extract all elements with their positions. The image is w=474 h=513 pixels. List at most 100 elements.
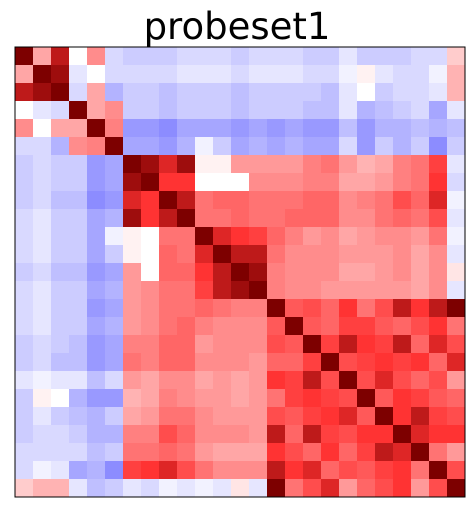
heatmap-cell bbox=[177, 371, 196, 390]
heatmap-cell bbox=[249, 119, 268, 138]
heatmap-cell bbox=[321, 209, 340, 228]
heatmap-cell bbox=[321, 353, 340, 372]
heatmap-cell bbox=[231, 173, 250, 192]
heatmap-cell bbox=[339, 479, 358, 498]
heatmap-cell bbox=[141, 299, 160, 318]
heatmap-cell bbox=[321, 65, 340, 84]
heatmap-cell bbox=[195, 65, 214, 84]
heatmap-cell bbox=[429, 191, 448, 210]
heatmap-cell bbox=[69, 191, 88, 210]
heatmap-cell bbox=[33, 281, 52, 300]
heatmap-cell bbox=[159, 191, 178, 210]
heatmap-cell bbox=[447, 191, 466, 210]
heatmap-cell bbox=[393, 461, 412, 480]
heatmap-cell bbox=[339, 101, 358, 120]
heatmap-cell bbox=[303, 299, 322, 318]
heatmap-cell bbox=[249, 83, 268, 102]
heatmap-cell bbox=[231, 461, 250, 480]
heatmap-cell bbox=[375, 299, 394, 318]
heatmap-cell bbox=[231, 137, 250, 156]
heatmap-cell bbox=[285, 227, 304, 246]
heatmap-cell bbox=[267, 461, 286, 480]
heatmap-cell bbox=[393, 479, 412, 498]
heatmap-cell bbox=[51, 209, 70, 228]
heatmap-cell bbox=[249, 209, 268, 228]
heatmap-cell bbox=[177, 407, 196, 426]
heatmap-cell bbox=[429, 119, 448, 138]
heatmap-cell bbox=[69, 281, 88, 300]
heatmap-cell bbox=[105, 389, 124, 408]
heatmap-cell bbox=[141, 371, 160, 390]
heatmap-cell bbox=[69, 227, 88, 246]
heatmap-cell bbox=[357, 353, 376, 372]
heatmap-cell bbox=[339, 407, 358, 426]
heatmap-cell bbox=[375, 101, 394, 120]
heatmap-cell bbox=[33, 101, 52, 120]
heatmap-cell bbox=[87, 353, 106, 372]
heatmap-cell bbox=[267, 209, 286, 228]
heatmap-cell bbox=[33, 137, 52, 156]
heatmap-cell bbox=[33, 209, 52, 228]
heatmap-cell bbox=[33, 47, 52, 66]
heatmap-cell bbox=[321, 479, 340, 498]
heatmap-cell bbox=[177, 101, 196, 120]
heatmap-cell bbox=[87, 461, 106, 480]
heatmap-cell bbox=[357, 191, 376, 210]
heatmap-cell bbox=[357, 101, 376, 120]
heatmap-cell bbox=[429, 47, 448, 66]
heatmap-cell bbox=[15, 245, 34, 264]
heatmap-cell bbox=[447, 299, 466, 318]
heatmap-cell bbox=[33, 317, 52, 336]
heatmap-cell bbox=[15, 119, 34, 138]
heatmap-cell bbox=[177, 353, 196, 372]
heatmap-cell bbox=[321, 227, 340, 246]
heatmap-cell bbox=[213, 407, 232, 426]
heatmap-cell bbox=[33, 227, 52, 246]
heatmap-cell bbox=[177, 209, 196, 228]
heatmap-cell bbox=[195, 47, 214, 66]
heatmap-cell bbox=[285, 281, 304, 300]
heatmap-cell bbox=[339, 65, 358, 84]
heatmap-cell bbox=[357, 479, 376, 498]
heatmap-cell bbox=[141, 173, 160, 192]
heatmap-cell bbox=[393, 263, 412, 282]
heatmap-cell bbox=[285, 137, 304, 156]
heatmap-cell bbox=[429, 137, 448, 156]
heatmap-cell bbox=[429, 245, 448, 264]
heatmap-cell bbox=[375, 461, 394, 480]
heatmap-cell bbox=[339, 443, 358, 462]
heatmap-cell bbox=[339, 47, 358, 66]
heatmap-cell bbox=[411, 389, 430, 408]
heatmap-cell bbox=[141, 65, 160, 84]
heatmap-cell bbox=[267, 443, 286, 462]
heatmap-cell bbox=[87, 155, 106, 174]
heatmap-cell bbox=[321, 281, 340, 300]
heatmap-cell bbox=[285, 119, 304, 138]
heatmap-cell bbox=[141, 389, 160, 408]
heatmap-cell bbox=[375, 425, 394, 444]
heatmap-cell bbox=[393, 245, 412, 264]
heatmap-cell bbox=[411, 353, 430, 372]
heatmap-cell bbox=[303, 191, 322, 210]
heatmap-cell bbox=[177, 155, 196, 174]
heatmap-cell bbox=[411, 227, 430, 246]
heatmap-cell bbox=[321, 299, 340, 318]
heatmap-cell bbox=[33, 353, 52, 372]
heatmap-cells bbox=[15, 47, 466, 498]
heatmap-cell bbox=[429, 65, 448, 84]
heatmap-cell bbox=[303, 425, 322, 444]
heatmap-cell bbox=[267, 389, 286, 408]
heatmap-cell bbox=[285, 101, 304, 120]
heatmap-cell bbox=[393, 353, 412, 372]
heatmap-cell bbox=[393, 227, 412, 246]
heatmap-cell bbox=[231, 191, 250, 210]
heatmap-cell bbox=[51, 443, 70, 462]
heatmap-cell bbox=[195, 479, 214, 498]
heatmap-cell bbox=[69, 263, 88, 282]
heatmap-cell bbox=[303, 209, 322, 228]
heatmap-cell bbox=[411, 317, 430, 336]
heatmap-cell bbox=[375, 443, 394, 462]
heatmap-cell bbox=[15, 461, 34, 480]
heatmap-cell bbox=[375, 245, 394, 264]
heatmap-cell bbox=[195, 317, 214, 336]
